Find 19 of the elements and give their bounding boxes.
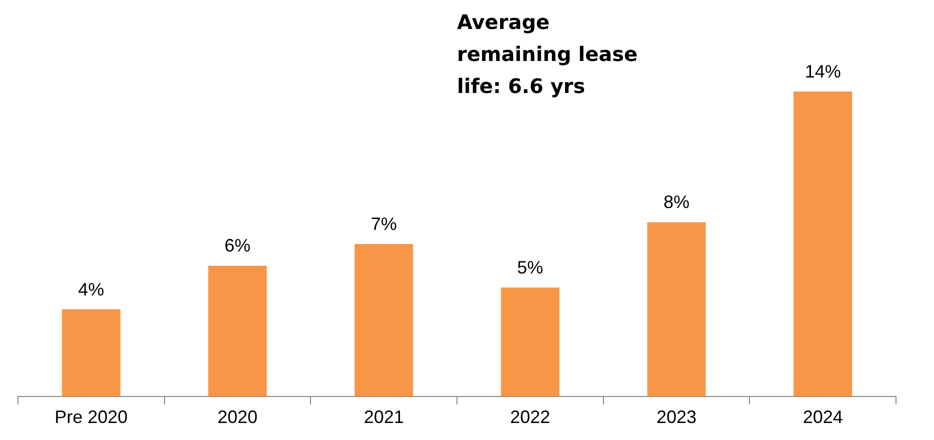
bar	[208, 266, 267, 396]
data-label: 14%	[804, 62, 841, 82]
x-tick-label: 2023	[656, 407, 697, 428]
x-tick-label: 2021	[364, 407, 404, 428]
bar	[647, 222, 706, 396]
bar	[500, 288, 560, 396]
x-tick-label: 2024	[802, 407, 843, 428]
x-tick-label: Pre 2020	[54, 407, 128, 428]
x-tick-label: 2020	[217, 407, 258, 428]
annotation: Average remaining lease life: 6.6 yrs	[457, 10, 638, 98]
data-label: 8%	[663, 192, 690, 212]
bar	[794, 92, 852, 396]
data-label: 4%	[78, 279, 104, 300]
data-label: 7%	[370, 214, 397, 234]
data-label: 5%	[517, 257, 544, 278]
x-tick-label: 2022	[510, 407, 550, 428]
bar	[62, 309, 120, 396]
bar	[354, 244, 414, 396]
data-label: 6%	[224, 236, 251, 256]
